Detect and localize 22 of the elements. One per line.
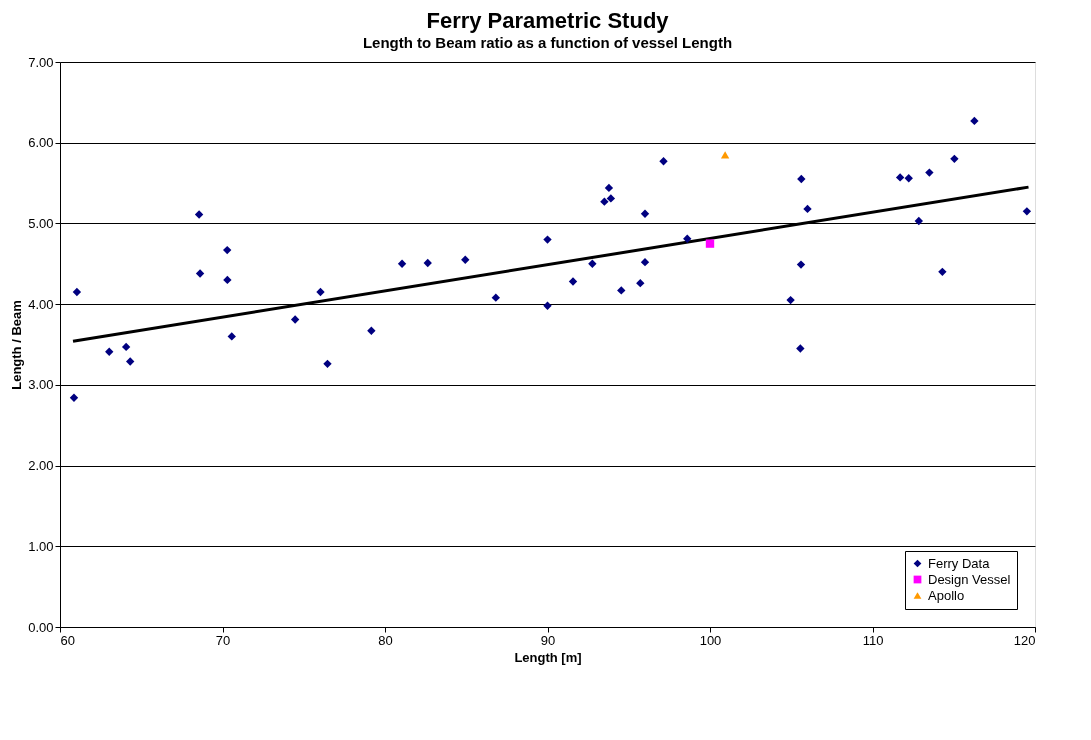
y-tick-label: 4.00 [28,296,54,312]
x-tick-label: 80 [378,632,393,648]
legend-label: Design Vessel [928,571,1011,587]
y-axis-title: Length / Beam [9,300,25,390]
x-tick-label: 100 [699,632,722,648]
legend-label: Apollo [928,587,965,603]
x-tick-label: 60 [60,632,75,648]
x-tick-label: 70 [215,632,231,648]
chart-subtitle: Length to Beam ratio as a function of vessel Length [362,34,733,51]
y-tick-label: 0.00 [28,619,54,635]
legend-label: Ferry Data [928,555,991,571]
y-tick-label: 7.00 [28,54,54,70]
x-axis-title: Length [m] [514,649,582,665]
y-tick-label: 3.00 [28,377,54,393]
x-tick-label: 110 [862,632,884,648]
x-tick-label: 120 [1013,632,1036,648]
chart-title: Ferry Parametric Study [426,8,670,33]
y-tick-label: 5.00 [28,215,54,231]
y-tick-label: 1.00 [28,538,54,554]
y-tick-label: 2.00 [28,458,54,474]
y-tick-label: 6.00 [28,135,54,151]
x-tick-label: 90 [540,632,556,648]
